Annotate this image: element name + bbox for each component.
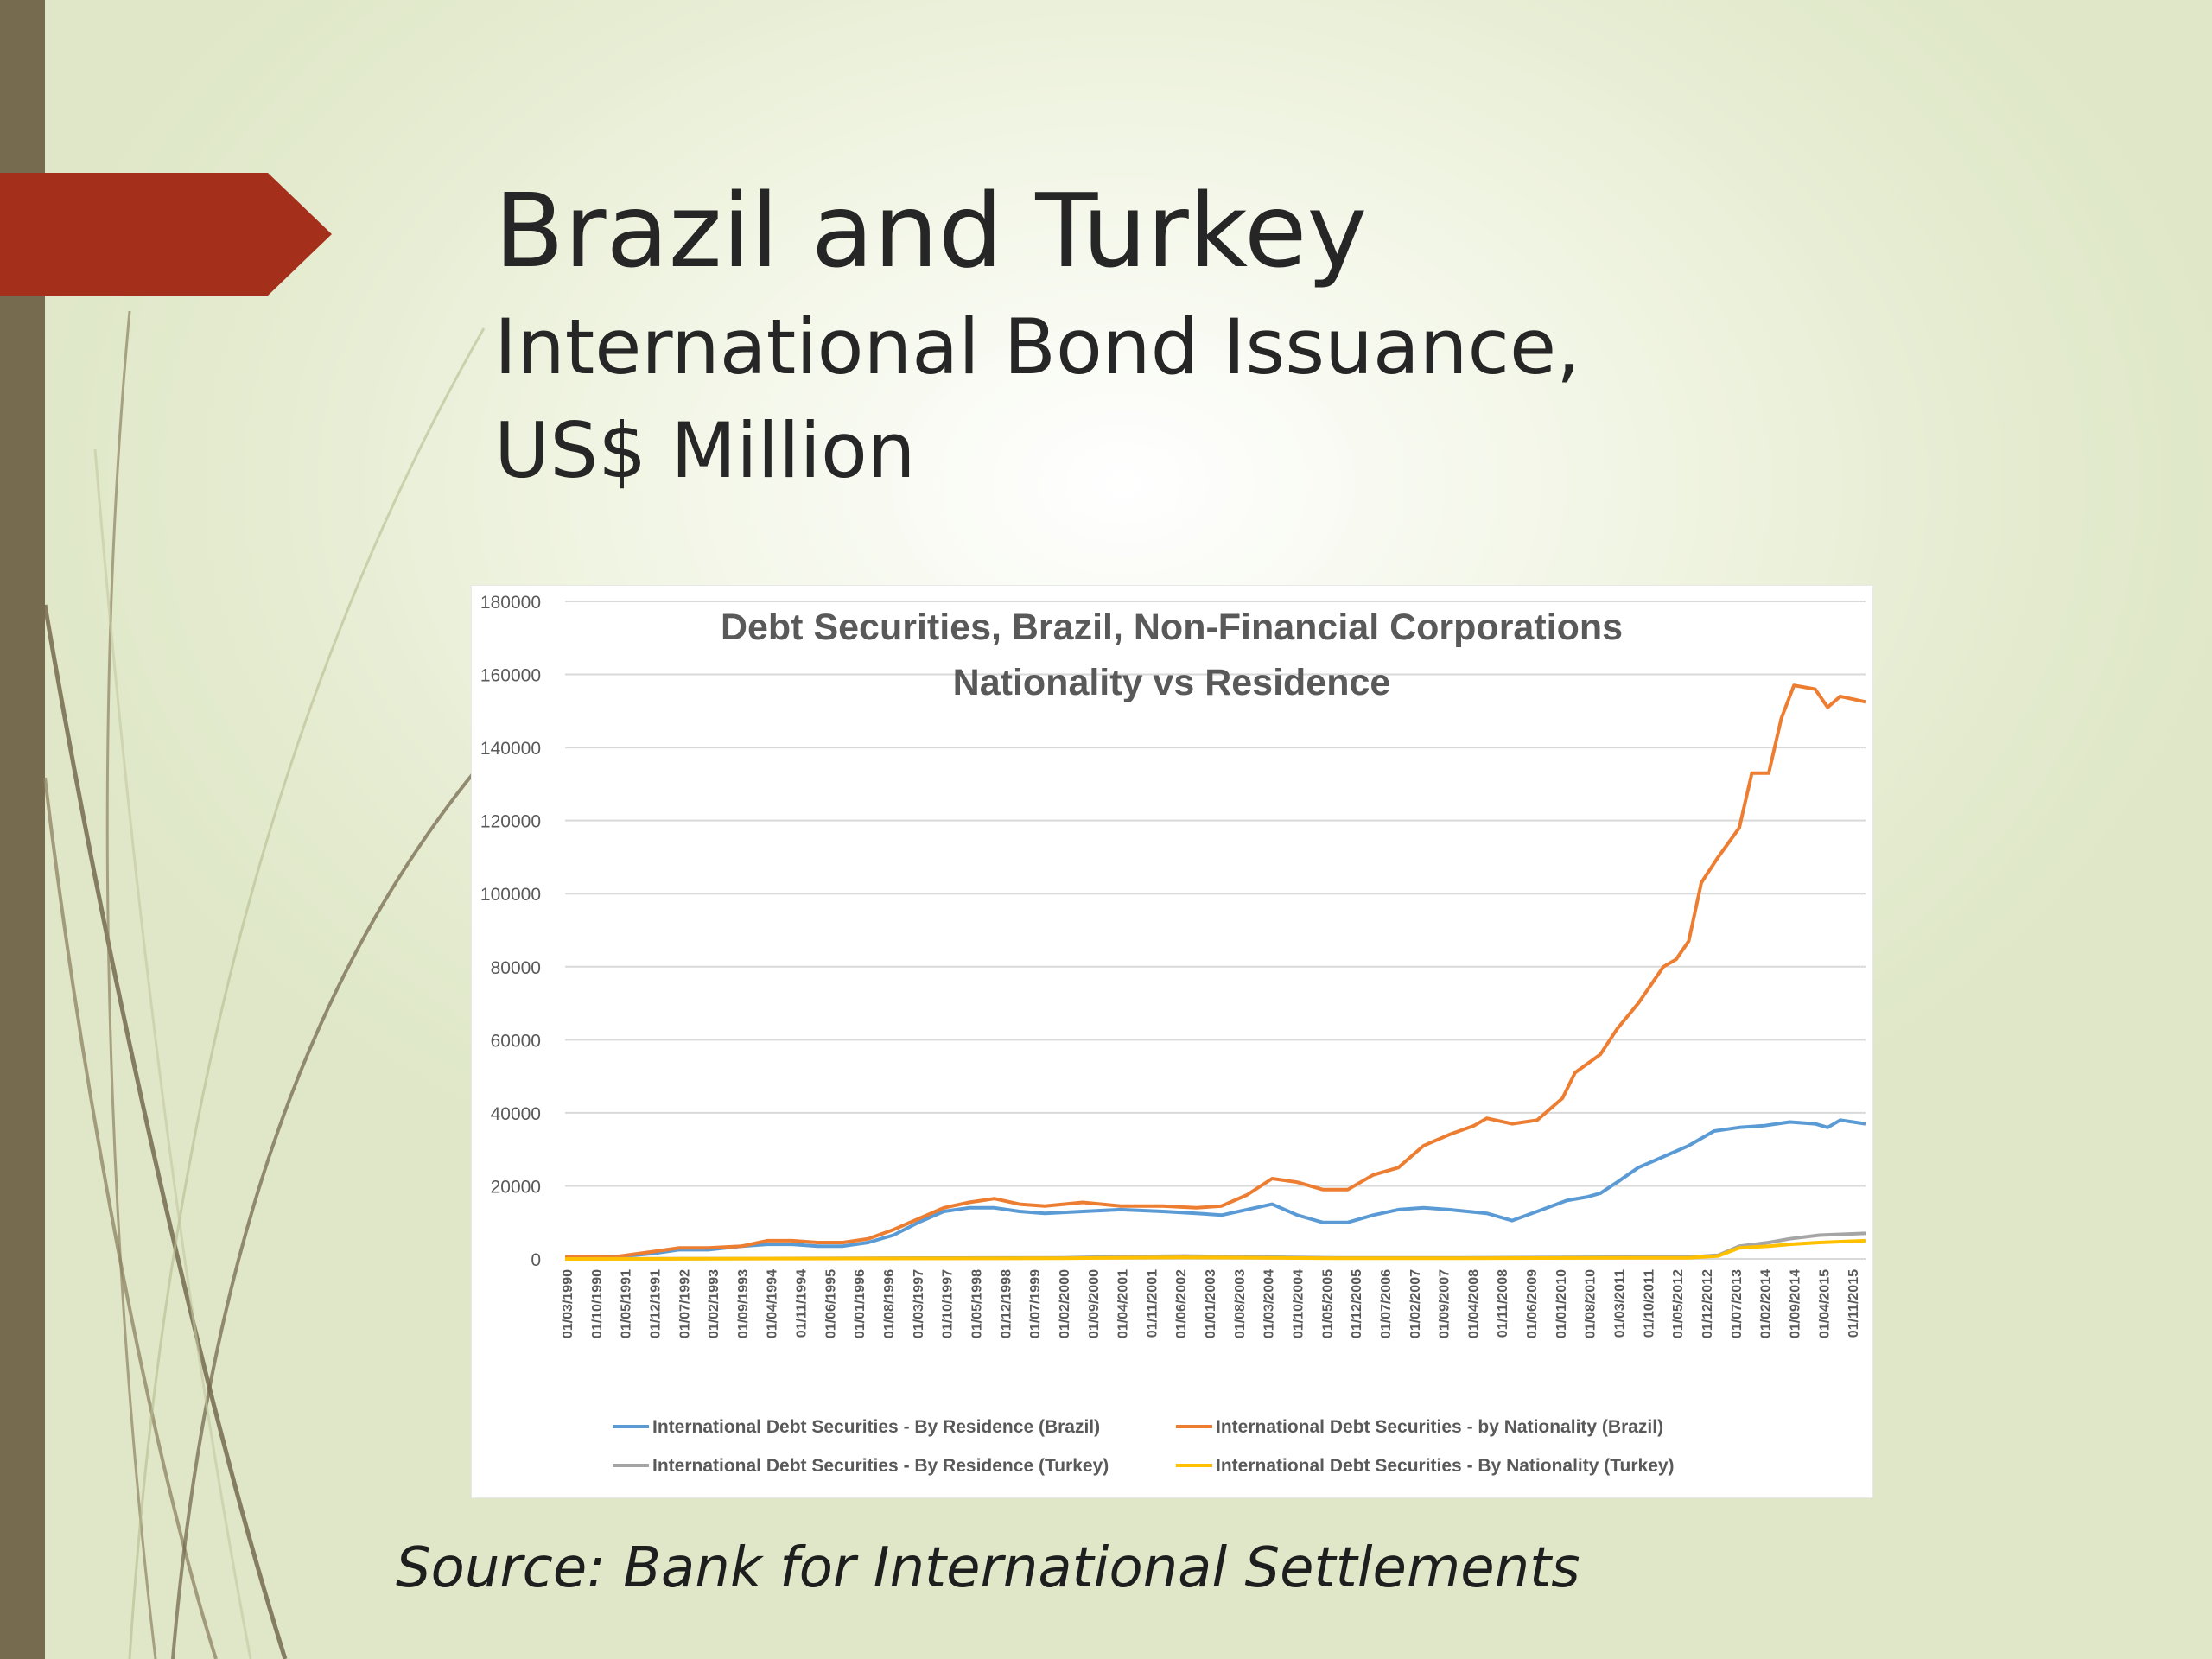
x-tick-label: 01/01/2010	[1554, 1269, 1569, 1338]
x-tick-label: 01/06/1995	[823, 1269, 838, 1338]
x-tick-label: 01/06/2002	[1174, 1269, 1189, 1338]
x-tick-label: 01/10/1997	[941, 1269, 956, 1338]
y-tick-label: 160000	[480, 666, 541, 686]
x-tick-label: 01/12/2012	[1700, 1269, 1715, 1338]
x-tick-label: 01/05/1991	[620, 1269, 634, 1338]
x-tick-label: 01/11/2001	[1145, 1269, 1160, 1338]
series-line-4	[564, 1238, 1866, 1261]
series-lines	[564, 683, 1866, 1261]
x-tick-label: 01/08/2010	[1584, 1269, 1599, 1338]
slide-title: Brazil and Turkey	[494, 171, 1368, 290]
x-tick-label: 01/09/2000	[1087, 1269, 1102, 1338]
x-tick-label: 01/06/2009	[1525, 1269, 1540, 1338]
x-tick-label: 01/05/2012	[1671, 1269, 1686, 1338]
y-tick-label: 0	[531, 1250, 541, 1270]
x-tick-label: 01/09/2014	[1788, 1269, 1802, 1338]
x-tick-label: 01/04/1994	[766, 1269, 780, 1338]
decorative-swoosh	[42, 310, 486, 1659]
x-tick-label: 01/04/2001	[1116, 1269, 1131, 1338]
line-chart: 0 20000 40000 60000 80000 100000 120000 140000 1…	[480, 593, 1866, 1476]
x-axis-ticks: 01/03/1990 01/10/1990 01/05/1991 01/12/1991…	[561, 1269, 1861, 1338]
x-tick-label: 01/04/2008	[1466, 1269, 1481, 1338]
x-tick-label: 01/09/2007	[1438, 1269, 1452, 1338]
x-tick-label: 01/05/2005	[1320, 1269, 1335, 1338]
x-tick-label: 01/11/2015	[1847, 1269, 1861, 1338]
x-tick-label: 01/03/2011	[1613, 1269, 1628, 1338]
series-line-1	[564, 1118, 1866, 1259]
chart-panel: 0 20000 40000 60000 80000 100000 120000 140000 1…	[471, 585, 1873, 1498]
slide-subtitle-line2: US$ Million	[494, 406, 916, 495]
chart-title: Debt Securities, Brazil, Non-Financial C…	[721, 607, 1623, 648]
x-tick-label: 01/07/1999	[1028, 1269, 1043, 1338]
legend-label: International Debt Securities - By Natio…	[1216, 1456, 1675, 1476]
slide-subtitle-line1: International Bond Issuance,	[494, 302, 1581, 391]
x-tick-label: 01/07/2006	[1379, 1269, 1394, 1338]
x-tick-label: 01/03/1997	[912, 1269, 926, 1338]
y-tick-label: 40000	[491, 1104, 541, 1124]
y-axis-ticks: 0 20000 40000 60000 80000 100000 120000 140000 1…	[480, 593, 541, 1270]
x-tick-label: 01/10/2011	[1642, 1269, 1656, 1338]
x-tick-label: 01/08/2003	[1233, 1269, 1248, 1338]
gridlines	[565, 601, 1866, 1260]
y-tick-label: 100000	[480, 885, 541, 905]
legend: International Debt Securities - By Resid…	[613, 1417, 1675, 1476]
x-tick-label: 01/02/1993	[707, 1269, 721, 1338]
x-tick-label: 01/08/1996	[882, 1269, 897, 1338]
y-tick-label: 20000	[491, 1177, 541, 1197]
x-tick-label: 01/02/2007	[1408, 1269, 1423, 1338]
x-tick-label: 01/10/2004	[1292, 1269, 1306, 1338]
x-tick-label: 01/01/2003	[1204, 1269, 1218, 1338]
x-tick-label: 01/02/2014	[1759, 1269, 1774, 1338]
y-tick-label: 180000	[480, 593, 541, 613]
y-tick-label: 140000	[480, 739, 541, 759]
x-tick-label: 01/07/1992	[677, 1269, 692, 1338]
y-tick-label: 120000	[480, 812, 541, 832]
x-tick-label: 01/07/2013	[1730, 1269, 1745, 1338]
x-tick-label: 01/04/2015	[1817, 1269, 1832, 1338]
x-tick-label: 01/11/2008	[1496, 1269, 1510, 1338]
x-tick-label: 01/03/2004	[1262, 1269, 1277, 1338]
x-tick-label: 01/05/1998	[969, 1269, 984, 1338]
x-tick-label: 01/11/1994	[795, 1269, 810, 1338]
legend-label: International Debt Securities - By Resid…	[652, 1456, 1109, 1476]
x-tick-label: 01/12/1998	[999, 1269, 1014, 1338]
x-tick-label: 01/02/2000	[1058, 1269, 1072, 1338]
x-tick-label: 01/01/1996	[853, 1269, 868, 1338]
series-line-2	[564, 683, 1866, 1259]
x-tick-label: 01/09/1993	[736, 1269, 751, 1338]
x-tick-label: 01/12/1991	[648, 1269, 663, 1338]
y-tick-label: 80000	[491, 958, 541, 978]
chart-subtitle: Nationality vs Residence	[953, 662, 1391, 703]
x-tick-label: 01/03/1990	[561, 1269, 575, 1338]
accent-arrow	[0, 173, 332, 296]
x-tick-label: 01/10/1990	[590, 1269, 605, 1338]
legend-label: International Debt Securities - By Resid…	[652, 1417, 1100, 1437]
source-note: Source: Bank for International Settlemen…	[396, 1536, 1580, 1600]
x-tick-label: 01/12/2005	[1350, 1269, 1364, 1338]
y-tick-label: 60000	[491, 1031, 541, 1051]
legend-label: International Debt Securities - by Natio…	[1216, 1417, 1663, 1437]
